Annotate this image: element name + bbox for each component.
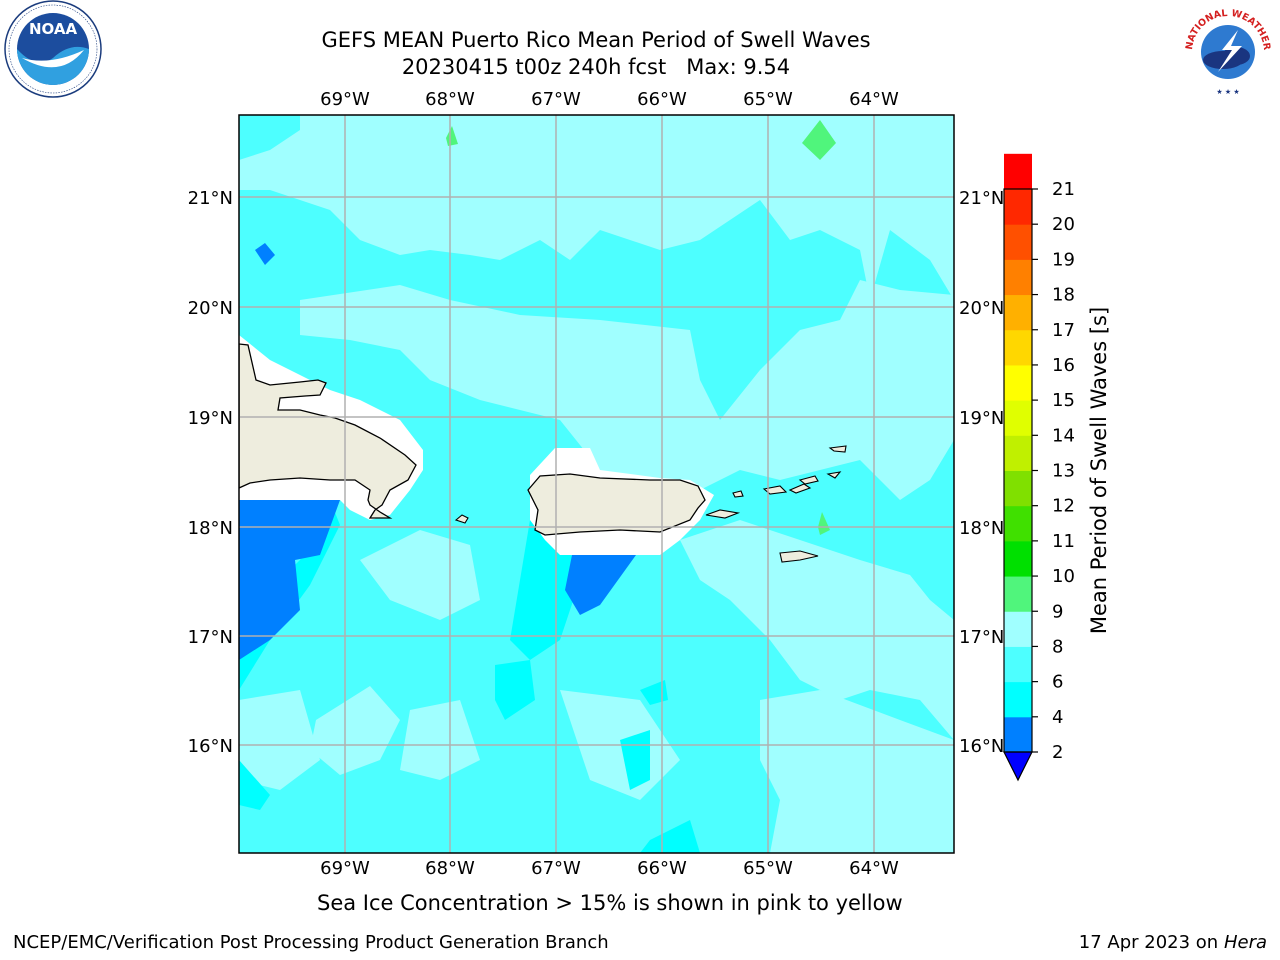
colorbar-bin: [1004, 259, 1032, 296]
colorbar-tick-label: 14: [1052, 425, 1075, 446]
lat-tick-label-right: 17°N: [959, 627, 1004, 648]
colorbar-bin: [1004, 470, 1032, 507]
colorbar-tick-label: 13: [1052, 461, 1075, 482]
lon-tick-label-bottom: 69°W: [320, 858, 370, 879]
generation-date: 17 Apr 2023 on Hera: [1078, 932, 1267, 953]
colorbar-tick-label: 17: [1052, 320, 1075, 341]
colorbar-tick-label: 21: [1052, 179, 1075, 200]
lat-tick-label-right: 21°N: [959, 188, 1004, 209]
colorbar-bin: [1004, 611, 1032, 647]
lat-tick-label-left: 21°N: [188, 188, 233, 209]
forecast-subtitle: 20230415 t00z 240h fcst Max: 9.54: [401, 55, 791, 79]
lon-tick-label-bottom: 67°W: [531, 858, 581, 879]
lat-tick-label-left: 19°N: [188, 408, 233, 429]
lat-tick-label-left: 16°N: [188, 736, 233, 757]
lon-tick-label-top: 64°W: [849, 89, 899, 110]
colorbar-bin: [1004, 364, 1032, 401]
colorbar-bin: [1004, 435, 1032, 471]
colorbar-bin: [1004, 646, 1032, 683]
colorbar-bin: [1004, 505, 1032, 542]
nws-logo: NATIONAL WEATHER SERVICE ★ ★ ★: [1178, 0, 1272, 96]
hispaniola-land: [239, 343, 417, 519]
colorbar-bin: [1004, 400, 1032, 436]
colorbar-bin: [1004, 716, 1032, 753]
colorbar-under-arrow: [1003, 751, 1033, 782]
map-field: [239, 115, 954, 853]
map-frame: [238, 114, 955, 854]
noaa-logo: NOAA: [4, 0, 102, 98]
colorbar-tick-label: 6: [1052, 672, 1063, 693]
lon-tick-label-bottom: 68°W: [425, 858, 475, 879]
lat-tick-label-right: 18°N: [959, 518, 1004, 539]
colorbar-tick-label: 15: [1052, 390, 1075, 411]
colorbar-tick-label: 12: [1052, 496, 1075, 517]
lon-tick-label-bottom: 65°W: [743, 858, 793, 879]
colorbar-bin: [1004, 540, 1032, 577]
small-islands: [454, 445, 847, 563]
svg-text:★ ★ ★: ★ ★ ★: [1216, 88, 1239, 96]
lat-tick-label-left: 18°N: [188, 518, 233, 539]
colorbar-tick-label: 18: [1052, 285, 1075, 306]
svg-text:NOAA: NOAA: [29, 20, 78, 38]
sea-ice-note: Sea Ice Concentration > 15% is shown in …: [317, 891, 903, 915]
lat-tick-label-right: 20°N: [959, 298, 1004, 319]
colorbar-tick-label: 2: [1052, 742, 1063, 763]
colorbar-bin: [1004, 153, 1032, 190]
lon-tick-label-bottom: 66°W: [637, 858, 687, 879]
contour-2-4s: [239, 243, 636, 660]
colorbar-tick-label: 11: [1052, 531, 1075, 552]
lat-tick-label-left: 17°N: [188, 627, 233, 648]
colorbar-bin: [1004, 224, 1032, 260]
map-title: GEFS MEAN Puerto Rico Mean Period of Swe…: [321, 28, 871, 52]
colorbar-bin: [1004, 329, 1032, 366]
colorbar-tick-label: 19: [1052, 249, 1075, 270]
colorbar-bin: [1004, 576, 1032, 612]
lon-tick-label-top: 68°W: [425, 89, 475, 110]
colorbar-tick-label: 16: [1052, 355, 1075, 376]
colorbar-tick-label: 9: [1052, 601, 1063, 622]
colorbar-bin: [1004, 189, 1032, 225]
credit-line: NCEP/EMC/Verification Post Processing Pr…: [13, 932, 609, 953]
colorbar-tick-label: 4: [1052, 707, 1063, 728]
puerto-rico-land: [527, 473, 706, 536]
lat-tick-label-left: 20°N: [188, 298, 233, 319]
colorbar-tick-label: 10: [1052, 566, 1075, 587]
colorbar-bin: [1004, 294, 1032, 331]
lat-tick-label-right: 19°N: [959, 408, 1004, 429]
colorbar-tick-label: 8: [1052, 636, 1063, 657]
machine-name: Hera: [1223, 932, 1267, 953]
lon-tick-label-bottom: 64°W: [849, 858, 899, 879]
colorbar-bin: [1004, 681, 1032, 718]
lon-tick-label-top: 67°W: [531, 89, 581, 110]
colorbar-label: Mean Period of Swell Waves [s]: [1087, 307, 1111, 634]
lat-tick-label-right: 16°N: [959, 736, 1004, 757]
colorbar-tick-label: 20: [1052, 214, 1075, 235]
contour-9-10s: [446, 120, 836, 535]
lon-tick-label-top: 66°W: [637, 89, 687, 110]
colorbar: 2 4 6 8 9 10 11 12 13 14 15 16 17 18 19 20 21 Mean Period…: [1003, 153, 1111, 782]
grid: [239, 115, 954, 853]
lon-tick-label-top: 69°W: [320, 89, 370, 110]
lon-tick-label-top: 65°W: [743, 89, 793, 110]
